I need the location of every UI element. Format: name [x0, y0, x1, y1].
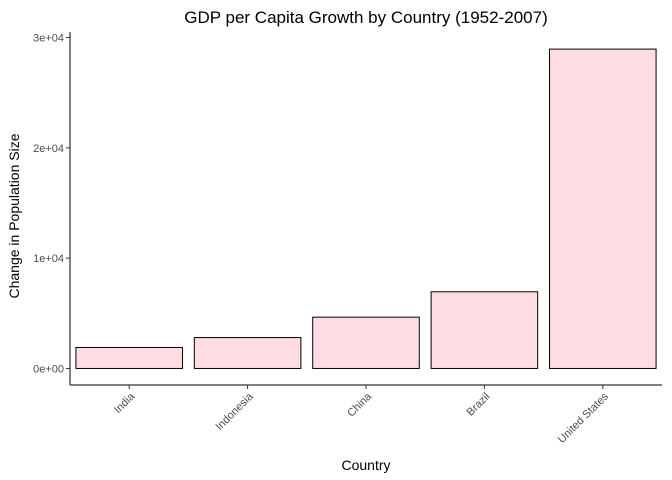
bar-indonesia [193, 337, 302, 369]
bar-china [312, 316, 420, 369]
y-axis: 0e+00 1e+04 2e+04 3e+04 [33, 32, 71, 385]
chart-title: GDP per Capita Growth by Country (1952-2… [184, 8, 547, 27]
bar-india [75, 346, 183, 369]
x-tick-label-india: India [112, 390, 138, 416]
y-tick-label: 0e+00 [33, 363, 64, 375]
y-tick-label: 3e+04 [33, 33, 64, 45]
y-tick-label: 1e+04 [33, 253, 64, 265]
x-tick-label-china: China [345, 390, 374, 419]
bar-brazil [430, 291, 539, 369]
x-axis-title: Country [341, 457, 390, 473]
x-tick-label-united-states: United States [556, 390, 612, 446]
y-tick-label: 2e+04 [33, 143, 64, 155]
bar-united-states [549, 48, 657, 369]
y-axis-title: Change in Population Size [6, 133, 22, 298]
x-tick-label-brazil: Brazil [465, 391, 493, 419]
x-tick-label-indonesia: Indonesia [213, 390, 256, 433]
bars-group [75, 48, 657, 369]
x-axis: India Indonesia China Brazil United States [70, 384, 662, 446]
